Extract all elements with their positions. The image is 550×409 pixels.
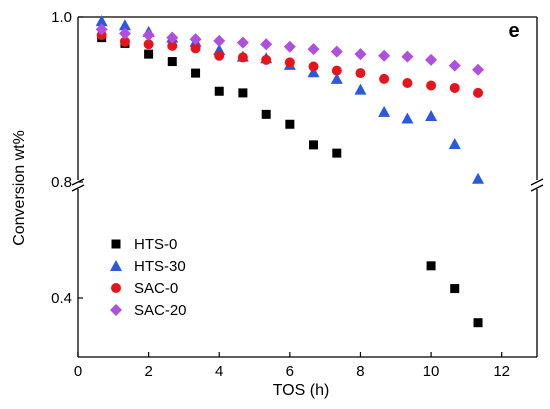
data-point [425, 53, 438, 66]
ticks: 0 2 4 6 8 10 12 0.8 1.0 0.4 [51, 9, 510, 380]
x-tick-label: 12 [493, 363, 510, 380]
data-point [214, 50, 225, 61]
data-point [309, 140, 319, 150]
x-tick-label: 4 [215, 363, 223, 380]
data-point [308, 61, 319, 72]
data-points [95, 15, 485, 328]
legend-marker [110, 304, 122, 316]
data-point [260, 38, 273, 51]
data-point [95, 15, 108, 27]
data-point [237, 52, 248, 63]
data-point [191, 68, 201, 78]
axis-break-mark [71, 184, 85, 192]
data-point [378, 105, 391, 117]
series-hts-30 [95, 15, 485, 184]
legend-marker [110, 260, 122, 271]
y-tick-label: 0.8 [51, 174, 72, 191]
y-tick-label: 0.4 [51, 290, 72, 307]
data-point [355, 68, 366, 79]
data-point [285, 119, 295, 129]
x-tick-label: 8 [356, 363, 364, 380]
data-point [448, 59, 461, 72]
data-point [214, 86, 224, 96]
data-point [143, 39, 154, 50]
x-tick-label: 2 [144, 363, 152, 380]
legend-label: SAC-0 [134, 280, 178, 297]
data-point [354, 48, 367, 61]
x-tick-label: 0 [74, 363, 82, 380]
data-point [425, 110, 438, 121]
data-point [238, 88, 248, 98]
data-point [401, 112, 414, 124]
data-point [448, 138, 461, 150]
series-sac-0 [96, 30, 484, 98]
data-point [190, 43, 201, 54]
data-point [283, 40, 296, 53]
data-point [472, 172, 485, 184]
data-point [167, 57, 177, 67]
legend-marker [111, 239, 121, 249]
data-point [402, 78, 413, 88]
axis-break-mark [530, 178, 544, 186]
legend: HTS-0 HTS-30 SAC-0 SAC-20 [110, 236, 187, 319]
data-point [261, 54, 272, 65]
data-point [307, 43, 320, 56]
data-point [144, 49, 154, 59]
data-point [189, 33, 202, 46]
data-point [426, 80, 437, 91]
data-point [426, 261, 436, 271]
axes [71, 16, 544, 358]
x-axis-title: TOS (h) [273, 382, 330, 399]
series-sac-20 [95, 23, 485, 76]
data-point [473, 318, 483, 328]
axis-break-mark [530, 184, 544, 192]
legend-item: HTS-0 [111, 236, 177, 253]
y-tick-label: 1.0 [51, 9, 72, 26]
data-point [142, 29, 155, 42]
y-axis-title: Conversion wt% [11, 130, 28, 246]
data-point [354, 83, 367, 95]
data-point [119, 36, 130, 47]
data-point [330, 72, 343, 84]
legend-marker [111, 283, 121, 293]
data-point [236, 36, 249, 49]
data-point [472, 63, 485, 76]
data-point [449, 82, 460, 93]
data-point [284, 57, 295, 68]
panel-label: e [508, 20, 519, 42]
legend-item: SAC-0 [111, 280, 178, 297]
data-point [118, 19, 131, 31]
data-point [401, 50, 414, 63]
data-point [330, 45, 343, 58]
data-point [166, 31, 179, 44]
legend-label: HTS-30 [134, 258, 186, 275]
data-point [332, 148, 342, 158]
data-point [167, 40, 178, 51]
data-point [450, 284, 460, 294]
data-point [261, 109, 271, 119]
x-tick-label: 10 [423, 363, 440, 380]
x-tick-label: 6 [286, 363, 294, 380]
data-point [331, 65, 342, 76]
data-point [378, 49, 391, 62]
legend-item: SAC-20 [110, 302, 187, 319]
data-point [95, 23, 108, 36]
data-point [307, 66, 320, 78]
legend-item: HTS-30 [110, 258, 186, 275]
legend-label: SAC-20 [134, 302, 187, 319]
data-point [213, 34, 226, 47]
data-point [118, 27, 131, 40]
data-point [473, 87, 484, 98]
data-point [379, 73, 390, 84]
legend-label: HTS-0 [134, 236, 177, 253]
